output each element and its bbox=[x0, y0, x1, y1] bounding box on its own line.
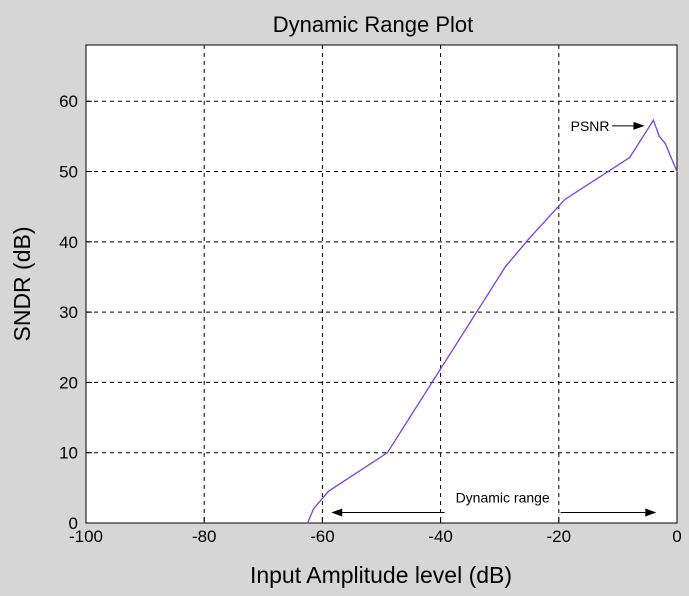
series-layer bbox=[307, 118, 678, 524]
data-point bbox=[307, 522, 309, 524]
y-tick-label: 60 bbox=[59, 92, 78, 111]
data-point bbox=[670, 156, 672, 159]
x-axis-label: Input Amplitude level (dB) bbox=[250, 562, 512, 588]
data-point bbox=[652, 119, 654, 121]
y-tick-label: 50 bbox=[59, 163, 78, 182]
data-point bbox=[676, 170, 678, 173]
y-tick-label: 10 bbox=[59, 444, 78, 463]
grid-lines bbox=[86, 45, 677, 523]
data-point bbox=[312, 508, 315, 510]
y-tick-label: 30 bbox=[59, 303, 78, 322]
data-point bbox=[505, 265, 507, 268]
chart-title: Dynamic Range Plot bbox=[273, 12, 474, 37]
y-tick-label: 0 bbox=[69, 514, 78, 533]
dynamic-range-arrowhead-right bbox=[645, 508, 657, 517]
y-tick-label: 20 bbox=[59, 373, 78, 392]
data-point bbox=[327, 490, 329, 492]
data-point bbox=[564, 199, 566, 201]
dynamic-range-label: Dynamic range bbox=[456, 489, 550, 505]
x-tick-label: -80 bbox=[192, 527, 217, 546]
x-tick-label: -60 bbox=[310, 527, 335, 546]
plot-area bbox=[85, 44, 678, 524]
psnr-annotation-label: PSNR bbox=[571, 118, 610, 134]
data-point bbox=[528, 237, 530, 239]
data-point bbox=[658, 135, 660, 137]
x-tick-label: -40 bbox=[428, 527, 453, 546]
data-point bbox=[629, 156, 631, 159]
dynamic-range-arrowhead-left bbox=[331, 508, 343, 517]
x-tick-label: 0 bbox=[672, 527, 681, 546]
x-tick-label: -20 bbox=[547, 527, 572, 546]
axes: -100 -80 -60 -40 -20 0 0 10 20 30 40 50 60 bbox=[59, 92, 682, 546]
psnr-arrowhead bbox=[633, 121, 645, 130]
annotations: PSNR Dynamic range bbox=[331, 118, 657, 517]
y-tick-label: 40 bbox=[59, 233, 78, 252]
data-point bbox=[386, 452, 389, 454]
data-point bbox=[664, 142, 666, 145]
y-axis-label: SNDR (dB) bbox=[9, 226, 35, 341]
x-tick-label: -100 bbox=[69, 527, 103, 546]
